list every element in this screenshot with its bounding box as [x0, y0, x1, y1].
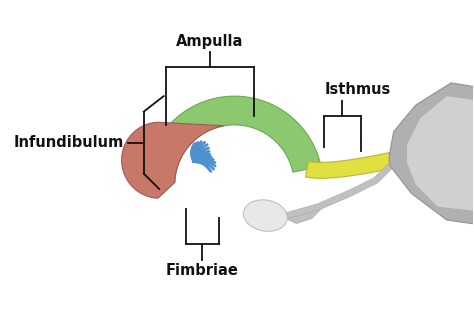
- Polygon shape: [407, 96, 474, 211]
- Polygon shape: [286, 204, 321, 224]
- Text: Infundibulum: Infundibulum: [14, 135, 124, 150]
- Text: Ampulla: Ampulla: [176, 34, 244, 49]
- Text: Fimbriae: Fimbriae: [166, 263, 239, 278]
- Polygon shape: [122, 122, 224, 198]
- Polygon shape: [305, 152, 393, 178]
- Ellipse shape: [244, 200, 287, 231]
- Polygon shape: [287, 165, 392, 218]
- Polygon shape: [146, 96, 321, 183]
- Polygon shape: [389, 83, 474, 225]
- Text: Isthmus: Isthmus: [325, 83, 391, 98]
